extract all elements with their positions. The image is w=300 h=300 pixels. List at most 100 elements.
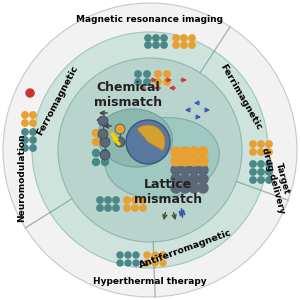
Circle shape (198, 183, 208, 193)
Circle shape (164, 79, 170, 85)
Circle shape (250, 149, 256, 155)
Circle shape (115, 124, 125, 134)
Circle shape (181, 35, 187, 41)
Circle shape (171, 174, 181, 184)
Text: Chemical
mismatch: Chemical mismatch (94, 81, 162, 109)
Circle shape (30, 145, 36, 151)
Text: Hyperthermal therapy: Hyperthermal therapy (93, 277, 207, 286)
Circle shape (92, 130, 100, 136)
Circle shape (258, 169, 264, 175)
Circle shape (153, 42, 159, 48)
Circle shape (258, 177, 264, 183)
Circle shape (171, 156, 181, 166)
Circle shape (144, 71, 150, 77)
Circle shape (22, 129, 28, 135)
Text: Neuromodulation: Neuromodulation (17, 133, 26, 221)
Text: Lattice
mismatch: Lattice mismatch (134, 178, 202, 206)
Circle shape (58, 58, 242, 242)
Text: Ferrimagnetic: Ferrimagnetic (218, 63, 263, 132)
Circle shape (198, 147, 208, 157)
Circle shape (171, 147, 181, 157)
Circle shape (180, 147, 190, 157)
Circle shape (250, 169, 256, 175)
Circle shape (115, 137, 125, 147)
Circle shape (161, 35, 167, 41)
Circle shape (30, 129, 36, 135)
Circle shape (173, 42, 179, 48)
Text: Ferromagnetic: Ferromagnetic (35, 64, 80, 137)
Circle shape (30, 120, 36, 126)
Circle shape (105, 197, 111, 203)
Circle shape (133, 260, 139, 266)
Circle shape (180, 165, 190, 175)
Circle shape (125, 252, 131, 258)
Circle shape (189, 165, 199, 175)
Circle shape (152, 252, 158, 258)
Circle shape (140, 205, 146, 211)
Circle shape (144, 252, 150, 258)
Circle shape (180, 156, 190, 166)
Circle shape (117, 252, 123, 258)
Circle shape (180, 183, 190, 193)
Circle shape (171, 165, 181, 175)
Circle shape (189, 147, 199, 157)
Circle shape (250, 141, 256, 147)
Circle shape (250, 161, 256, 167)
Circle shape (266, 161, 272, 167)
Circle shape (26, 89, 34, 97)
Circle shape (189, 42, 195, 48)
Circle shape (98, 116, 108, 126)
Circle shape (189, 156, 199, 166)
Circle shape (98, 129, 108, 139)
Circle shape (250, 177, 256, 183)
Circle shape (266, 169, 272, 175)
Circle shape (97, 205, 103, 211)
Circle shape (266, 141, 272, 147)
Circle shape (181, 42, 187, 48)
Circle shape (155, 79, 161, 85)
Circle shape (30, 137, 36, 143)
Circle shape (124, 205, 130, 211)
Circle shape (145, 42, 151, 48)
Circle shape (92, 149, 100, 157)
Circle shape (145, 35, 151, 41)
Circle shape (92, 158, 100, 166)
Circle shape (3, 3, 297, 297)
Circle shape (97, 197, 103, 203)
Circle shape (132, 197, 138, 203)
Circle shape (133, 252, 139, 258)
Circle shape (124, 197, 130, 203)
Circle shape (125, 260, 131, 266)
Circle shape (153, 35, 159, 41)
Ellipse shape (105, 118, 219, 198)
Circle shape (189, 35, 195, 41)
Ellipse shape (98, 109, 172, 167)
Circle shape (266, 177, 272, 183)
Circle shape (180, 174, 190, 184)
Circle shape (113, 197, 119, 203)
Circle shape (113, 205, 119, 211)
Circle shape (58, 58, 242, 242)
Circle shape (105, 205, 111, 211)
Circle shape (92, 139, 100, 145)
Circle shape (155, 71, 161, 77)
Wedge shape (137, 125, 165, 151)
Circle shape (173, 35, 179, 41)
Circle shape (126, 120, 170, 164)
Circle shape (22, 120, 28, 126)
Circle shape (266, 149, 272, 155)
Circle shape (22, 112, 28, 118)
Circle shape (189, 183, 199, 193)
Circle shape (101, 149, 109, 157)
Circle shape (160, 260, 166, 266)
Circle shape (132, 205, 138, 211)
Circle shape (30, 112, 36, 118)
Circle shape (164, 71, 170, 77)
Circle shape (135, 79, 141, 85)
Circle shape (189, 174, 199, 184)
Circle shape (101, 130, 109, 136)
Text: Antiferromagnetic: Antiferromagnetic (138, 228, 233, 270)
Text: Target
drug delivery: Target drug delivery (260, 144, 296, 215)
Circle shape (140, 197, 146, 203)
Circle shape (258, 161, 264, 167)
